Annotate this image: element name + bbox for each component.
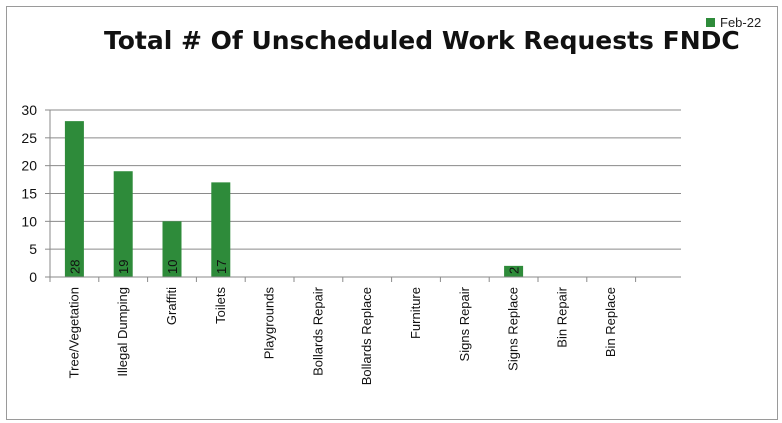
y-tick-label: 10: [21, 213, 37, 229]
data-label: 28: [67, 260, 82, 274]
x-category-label: Graffiti: [164, 287, 179, 325]
x-category-label: Signs Replace: [506, 287, 521, 371]
y-tick-label: 25: [21, 130, 37, 146]
chart-title: Total # Of Unscheduled Work Requests FND…: [104, 26, 740, 55]
x-category-label: Bin Replace: [603, 287, 618, 357]
bar: [504, 265, 524, 277]
data-label: 2: [507, 267, 522, 274]
x-category-label: Bollards Replace: [359, 287, 374, 385]
x-category-label: Tree/Vegetation: [66, 287, 81, 378]
y-tick-label: 5: [29, 241, 37, 257]
y-tick-label: 0: [29, 269, 37, 285]
y-tick-label: 30: [21, 102, 37, 118]
x-category-label: Furniture: [408, 287, 423, 339]
x-category-label: Playgrounds: [262, 287, 277, 360]
legend-label: Feb-22: [720, 15, 762, 30]
x-category-label: Illegal Dumping: [115, 287, 130, 377]
data-label: 10: [165, 260, 180, 274]
x-category-label: Bin Repair: [554, 286, 569, 347]
bar: [211, 182, 231, 277]
x-category-label: Bollards Repair: [310, 286, 325, 376]
bar: [113, 171, 133, 277]
x-category-label: Toilets: [213, 287, 228, 324]
x-category-label: Signs Repair: [457, 286, 472, 361]
y-tick-label: 20: [21, 158, 37, 174]
data-label: 19: [116, 260, 131, 274]
bar: [162, 221, 182, 277]
legend-swatch: [706, 18, 715, 27]
legend: Feb-22: [706, 15, 761, 30]
chart-frame: [6, 6, 778, 420]
y-tick-label: 15: [21, 186, 37, 202]
data-label: 17: [214, 260, 229, 274]
bar: [64, 121, 84, 277]
